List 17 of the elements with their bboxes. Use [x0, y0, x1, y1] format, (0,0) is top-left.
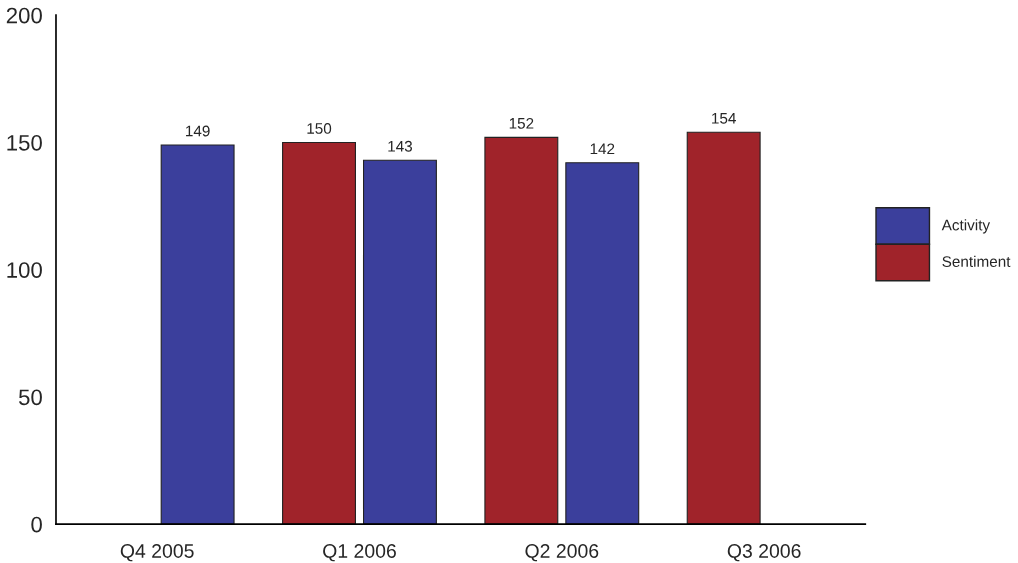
y-tick-label: 100	[7, 262, 42, 278]
y-tick-label: 150	[7, 134, 42, 151]
data-label: 143	[388, 140, 413, 152]
y-tick-label: 50	[18, 389, 42, 406]
data-label: 149	[186, 125, 210, 137]
legend-label: Sentiment	[942, 255, 1011, 267]
data-label: 152	[509, 117, 534, 129]
y-tick-label: 200	[6, 7, 42, 24]
legend-label: Activity	[941, 219, 991, 234]
data-label: 142	[590, 143, 615, 155]
x-tick-label: Q1 2006	[323, 544, 396, 562]
x-tick-label: Q2 2006	[525, 544, 599, 562]
data-label: 154	[712, 113, 736, 124]
x-tick-label: Q4 2005	[120, 544, 194, 562]
y-tick-label: 0	[31, 516, 42, 533]
x-tick-label: Q3 2006	[727, 544, 801, 562]
data-label: 150	[307, 123, 332, 134]
